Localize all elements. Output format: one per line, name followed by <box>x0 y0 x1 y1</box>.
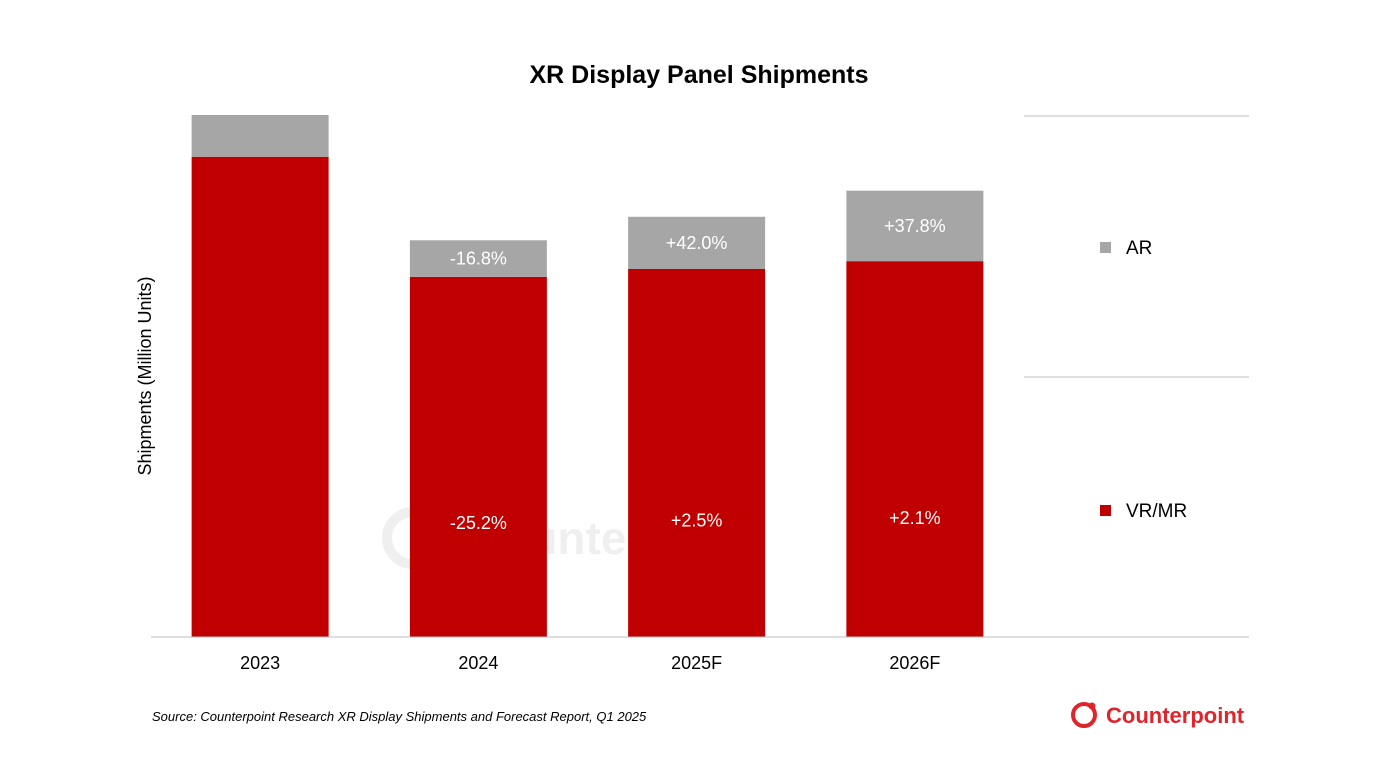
legend: VR/MR AR <box>1100 238 1187 522</box>
x-tick-2024: 2024 <box>458 653 498 673</box>
bar-vr-mr-2026f <box>846 261 984 637</box>
brand-name: Counterpoint <box>1106 703 1245 728</box>
x-tick-2026f: 2026F <box>889 653 940 673</box>
legend-label-vr-mr: VR/MR <box>1126 501 1187 522</box>
bar-ar-2023 <box>191 115 329 157</box>
bar-vr-mr-2025f <box>628 268 766 637</box>
data-label-vr-mr-2024: -25.2% <box>450 513 507 533</box>
counterpoint-logo-icon <box>1071 702 1097 728</box>
legend-swatch-vr-mr <box>1100 505 1111 516</box>
bars <box>191 115 984 637</box>
data-label-ar-2026f: +37.8% <box>884 216 946 236</box>
legend-label-ar: AR <box>1126 238 1152 259</box>
x-tick-2023: 2023 <box>240 653 280 673</box>
bar-labels: -25.2% -16.8% +2.5% +42.0% +2.1% +37.8% <box>450 216 946 533</box>
data-label-vr-mr-2025f: +2.5% <box>671 511 723 531</box>
chart-title: XR Display Panel Shipments <box>530 61 869 89</box>
bar-vr-mr-2024 <box>409 276 547 637</box>
data-label-ar-2024: -16.8% <box>450 249 507 269</box>
bar-ar-2024 <box>409 240 547 277</box>
bar-ar-2025f <box>628 216 766 269</box>
data-label-vr-mr-2026f: +2.1% <box>889 508 941 528</box>
bar-ar-2026f <box>846 190 984 262</box>
brand-logo: Counterpoint <box>1071 702 1245 728</box>
legend-swatch-ar <box>1100 242 1111 253</box>
x-tick-2025f: 2025F <box>671 653 722 673</box>
y-axis-label: Shipments (Million Units) <box>135 276 155 475</box>
bar-vr-mr-2023 <box>191 156 329 637</box>
x-tick-labels: 2023 2024 2025F 2026F <box>240 653 940 673</box>
source-note: Source: Counterpoint Research XR Display… <box>152 709 647 724</box>
data-label-ar-2025f: +42.0% <box>666 233 728 253</box>
